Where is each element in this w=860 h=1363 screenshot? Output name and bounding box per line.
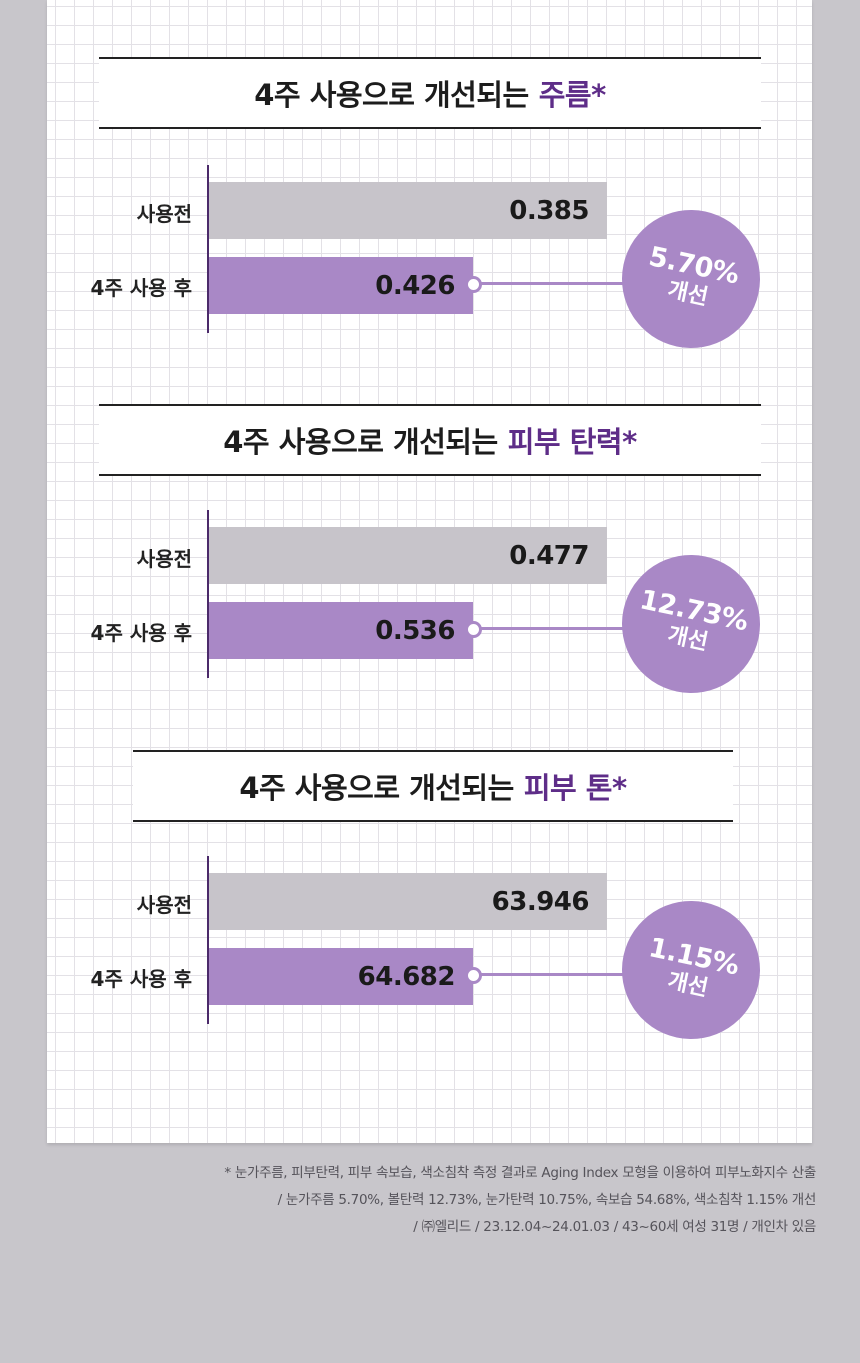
chart-axis [207, 856, 209, 1024]
connector-line [480, 627, 630, 630]
after-label: 4주 사용 후 [90, 967, 192, 991]
connector-dot [465, 967, 482, 984]
after-bar: 64.682 [209, 948, 473, 1005]
section-title-wrinkle: 4주 사용으로 개선되는 주름* [99, 57, 761, 129]
before-bar: 0.477 [209, 527, 607, 584]
section-title-tone: 4주 사용으로 개선되는 피부 톤* [133, 750, 733, 822]
footnote-line: / 눈가주름 5.70%, 볼탄력 12.73%, 눈가탄력 10.75%, 속… [277, 1192, 817, 1208]
before-value-label: 0.477 [509, 540, 589, 571]
section-title-highlight: 피부 탄력* [507, 425, 637, 459]
connector-dot [465, 621, 482, 638]
section-title-text: 4주 사용으로 개선되는 [254, 78, 529, 112]
after-value-label: 0.426 [375, 270, 455, 301]
chart-axis [207, 510, 209, 678]
after-bar: 0.536 [209, 602, 473, 659]
before-value-label: 0.385 [509, 195, 589, 226]
connector-dot [465, 276, 482, 293]
before-value-label: 63.946 [491, 886, 590, 917]
section-title-text: 4주 사용으로 개선되는 [223, 425, 498, 459]
connector-line [480, 973, 630, 976]
before-label: 사용전 [136, 547, 192, 571]
before-label: 사용전 [136, 893, 192, 917]
section-title-text: 4주 사용으로 개선되는 [239, 771, 514, 805]
footnote-line: / ㈜엘리드 / 23.12.04~24.01.03 / 43~60세 여성 3… [413, 1219, 816, 1235]
footnote: * 눈가주름, 피부탄력, 피부 속보습, 색소침착 측정 결과로 Aging … [224, 1160, 816, 1241]
section-title-highlight: 주름* [538, 78, 607, 112]
after-bar: 0.426 [209, 257, 473, 314]
section-title-highlight: 피부 톤* [523, 771, 627, 805]
after-value-label: 0.536 [375, 615, 455, 646]
before-bar: 63.946 [209, 873, 607, 930]
section-title-elasticity: 4주 사용으로 개선되는 피부 탄력* [99, 404, 761, 476]
footnote-line: * 눈가주름, 피부탄력, 피부 속보습, 색소침착 측정 결과로 Aging … [224, 1165, 816, 1181]
chart-axis [207, 165, 209, 333]
before-bar: 0.385 [209, 182, 607, 239]
before-label: 사용전 [136, 202, 192, 226]
after-label: 4주 사용 후 [90, 621, 192, 645]
after-label: 4주 사용 후 [90, 276, 192, 300]
after-value-label: 64.682 [357, 961, 456, 992]
connector-line [480, 282, 630, 285]
